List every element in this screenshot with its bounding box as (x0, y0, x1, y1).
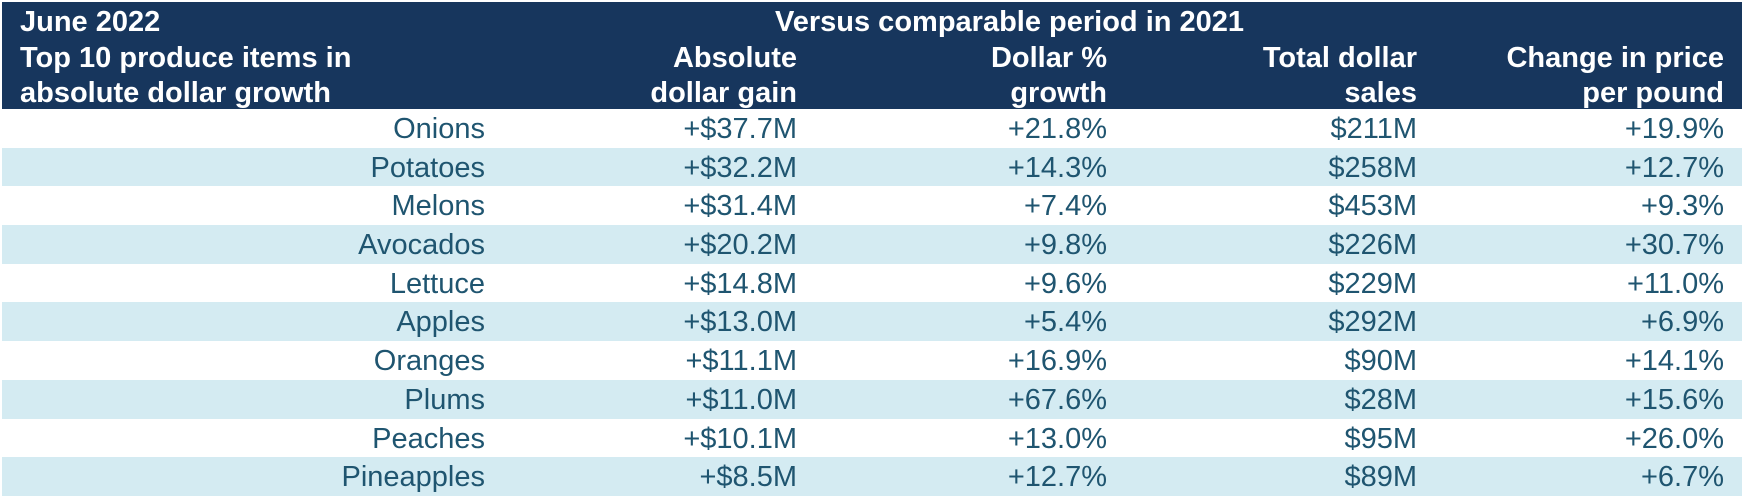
item-name-cell: Oranges (373, 345, 485, 378)
header-comparison: Versus comparable period in 2021 (775, 6, 1245, 38)
header-total-sales: Total dollar sales (1262, 42, 1417, 109)
item-name-cell: Peaches (372, 422, 485, 455)
total-sales-cell: $292M (1328, 306, 1417, 339)
dollar-growth-cell: +5.4% (1023, 306, 1107, 339)
total-sales-cell: $229M (1328, 267, 1417, 300)
absolute-gain-cell: +$11.0M (685, 383, 797, 416)
table-row: Oranges +$11.1M +16.9% $90M +14.1% (2, 341, 1742, 380)
header-item-column: Top 10 produce items in absolute dollar … (20, 42, 352, 109)
dollar-growth-cell: +9.6% (1023, 267, 1107, 300)
price-change-cell: +19.9% (1624, 113, 1724, 145)
price-change-cell: +6.7% (1640, 461, 1724, 494)
absolute-gain-cell: +$14.8M (683, 267, 797, 300)
dollar-growth-cell: +13.0% (1007, 422, 1107, 455)
absolute-gain-cell: +$32.2M (683, 151, 797, 184)
table-body: Onions +$37.7M +21.8% $211M +19.9% Potatoes +$… (2, 109, 1742, 496)
dollar-growth-cell: +16.9% (1007, 345, 1107, 378)
table-row: Apples +$13.0M +5.4% $292M +6.9% (2, 302, 1742, 342)
dollar-growth-cell: +12.7% (1007, 461, 1107, 494)
item-name-cell: Pineapples (341, 461, 486, 494)
table-row: Avocados +$20.2M +9.8% $226M +30.7% (2, 225, 1742, 264)
dollar-growth-cell: +14.3% (1007, 151, 1107, 184)
absolute-gain-cell: +$11.1M (685, 345, 797, 378)
dollar-growth-cell: +9.8% (1023, 229, 1107, 262)
total-sales-cell: $28M (1344, 383, 1417, 416)
table-row: Melons +$31.4M +7.4% $453M +9.3% (2, 186, 1742, 225)
item-name-cell: Lettuce (389, 267, 485, 300)
price-change-cell: +6.9% (1640, 306, 1724, 339)
table-row: Onions +$37.7M +21.8% $211M +19.9% (2, 109, 1742, 148)
header-period: June 2022 (20, 6, 161, 38)
absolute-gain-cell: +$10.1M (683, 422, 797, 455)
total-sales-cell: $95M (1344, 422, 1417, 455)
price-change-cell: +26.0% (1624, 422, 1724, 455)
item-name-cell: Plums (404, 383, 485, 416)
table-row: Pineapples +$8.5M +12.7% $89M +6.7% (2, 457, 1742, 496)
table-row: Lettuce +$14.8M +9.6% $229M +11.0% (2, 264, 1742, 303)
total-sales-cell: $90M (1344, 345, 1417, 378)
total-sales-cell: $453M (1328, 190, 1417, 223)
absolute-gain-cell: +$37.7M (683, 113, 797, 145)
item-name-cell: Avocados (358, 229, 485, 262)
dollar-growth-cell: +7.4% (1023, 190, 1107, 223)
price-change-cell: +14.1% (1624, 345, 1724, 378)
dollar-growth-cell: +67.6% (1007, 383, 1107, 416)
total-sales-cell: $226M (1328, 229, 1417, 262)
price-change-cell: +9.3% (1640, 190, 1724, 223)
absolute-gain-cell: +$8.5M (699, 461, 797, 494)
price-change-cell: +30.7% (1624, 229, 1724, 262)
item-name-cell: Potatoes (370, 151, 485, 184)
total-sales-cell: $211M (1330, 113, 1417, 145)
header-absolute-gain: Absolute dollar gain (650, 42, 797, 109)
item-name-cell: Apples (396, 306, 485, 339)
price-change-cell: +12.7% (1624, 151, 1724, 184)
table-row: Potatoes +$32.2M +14.3% $258M +12.7% (2, 147, 1742, 187)
absolute-gain-cell: +$20.2M (683, 229, 797, 262)
header-price-change: Change in price per pound (1506, 42, 1724, 109)
total-sales-cell: $89M (1344, 461, 1417, 494)
table-header: June 2022 Versus comparable period in 20… (2, 2, 1742, 109)
table-row: Peaches +$10.1M +13.0% $95M +26.0% (2, 419, 1742, 458)
header-dollar-growth: Dollar % growth (990, 42, 1107, 109)
dollar-growth-cell: +21.8% (1007, 113, 1107, 145)
price-change-cell: +15.6% (1624, 383, 1724, 416)
absolute-gain-cell: +$13.0M (683, 306, 797, 339)
total-sales-cell: $258M (1328, 151, 1417, 184)
price-change-cell: +11.0% (1626, 267, 1724, 300)
produce-growth-table: June 2022 Versus comparable period in 20… (2, 2, 1742, 496)
table-row: Plums +$11.0M +67.6% $28M +15.6% (2, 379, 1742, 419)
absolute-gain-cell: +$31.4M (683, 190, 797, 223)
item-name-cell: Melons (391, 190, 486, 223)
item-name-cell: Onions (393, 113, 485, 145)
